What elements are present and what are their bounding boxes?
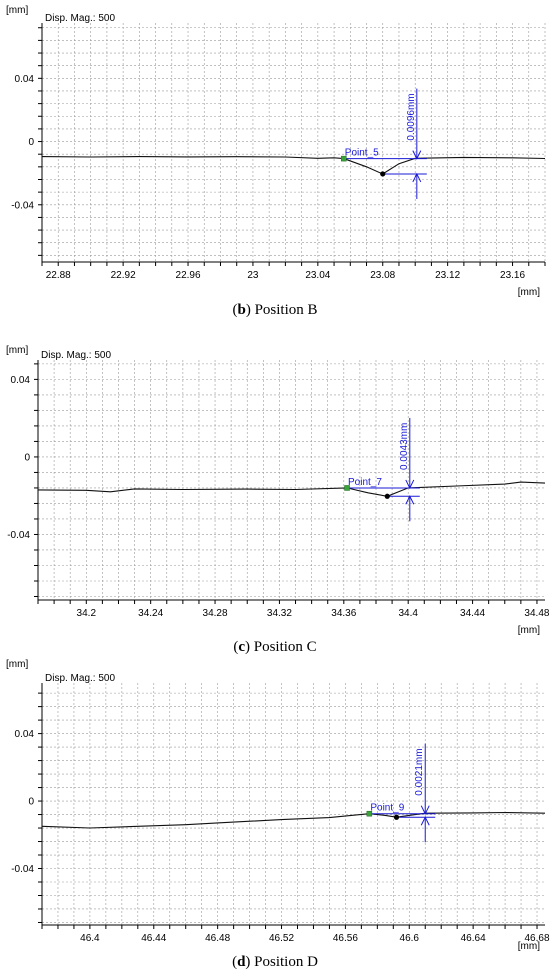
dimension-label: 0.0021mm — [414, 748, 425, 795]
caption-d: (d) Position D — [232, 954, 318, 970]
dimension-arrow-up — [405, 495, 415, 505]
plot-area — [38, 360, 545, 600]
x-tick-label: 23.12 — [435, 270, 460, 281]
caption-text: Position D — [250, 954, 318, 970]
caption-letter: d — [237, 954, 246, 970]
y-tick-label: 0 — [28, 797, 34, 808]
x-tick-label: 34.24 — [138, 608, 163, 619]
x-tick-label: 46.48 — [205, 933, 230, 944]
x-tick-label: 34.44 — [460, 608, 485, 619]
dimension-label: 0.0043mm — [399, 423, 410, 470]
end-point-marker — [380, 171, 386, 177]
dimension-arrow-down — [405, 479, 415, 490]
plot-area — [42, 683, 545, 925]
chart-panel-c: 0.04 0 -0.04 34.2 34.24 34.28 34.32 34.36 34.4 34… — [0, 336, 550, 661]
caption-letter: b — [237, 302, 246, 318]
x-unit-label: [mm] — [518, 625, 540, 636]
dimension-arrow-up — [420, 816, 430, 826]
y-tick-label: -0.04 — [11, 864, 34, 875]
y-tick-label: 0 — [28, 137, 34, 148]
x-tick-label: 23.08 — [370, 270, 395, 281]
y-tick-label: -0.04 — [7, 530, 30, 541]
x-tick-label: 23.16 — [500, 270, 525, 281]
magnification-label: Disp. Mag.: 500 — [45, 673, 115, 684]
plot-area — [42, 23, 545, 262]
profile-series-line — [41, 811, 546, 829]
start-point-marker — [344, 485, 350, 491]
profile-series-line — [41, 156, 546, 175]
caption-c: (c) Position C — [233, 639, 317, 655]
x-tick-label: 46.68 — [525, 933, 550, 944]
x-tick-label: 34.4 — [398, 608, 418, 619]
x-tick-label: 34.2 — [77, 608, 97, 619]
y-unit-label: [mm] — [6, 345, 28, 356]
y-unit-label: [mm] — [6, 659, 28, 670]
x-tick-label: 23.04 — [305, 270, 330, 281]
dimension-label: 0.0096mm — [406, 93, 417, 140]
x-tick-label: 46.56 — [333, 933, 358, 944]
profile-chart-d: 0.04 0 -0.04 46.4 46.44 46.48 46.52 46.56 46.6 46… — [6, 659, 550, 952]
x-tick-label: 34.48 — [524, 608, 549, 619]
end-point-marker — [393, 814, 400, 820]
x-tick-label: 34.36 — [331, 608, 356, 619]
x-tick-label: 46.64 — [461, 933, 486, 944]
x-tick-label: 46.52 — [269, 933, 294, 944]
profile-chart-b: 0.04 0 -0.04 22.88 22.92 22.96 23 23.04 23.08 23.… — [6, 5, 546, 298]
start-point-marker — [366, 810, 373, 817]
dimension-arrow-up — [412, 172, 422, 183]
chart-panel-b: 0.04 0 -0.04 22.88 22.92 22.96 23 23.04 23.08 23.… — [0, 0, 550, 325]
x-unit-label: [mm] — [518, 287, 540, 298]
y-tick-label: 0.04 — [11, 375, 31, 386]
x-tick-label: 23 — [247, 270, 259, 281]
start-point-marker — [341, 155, 347, 162]
magnification-label: Disp. Mag.: 500 — [41, 350, 111, 361]
point-label: Point_9 — [370, 803, 404, 814]
x-tick-label: 34.32 — [267, 608, 292, 619]
y-tick-label: 0.04 — [15, 729, 35, 740]
x-tick-label: 46.4 — [80, 933, 100, 944]
dimension-arrow-down — [420, 805, 430, 815]
caption-letter: c — [238, 639, 245, 655]
y-unit-label: [mm] — [6, 5, 28, 16]
chart-panel-d: 0.04 0 -0.04 46.4 46.44 46.48 46.52 46.56 46.6 46… — [0, 654, 550, 978]
x-unit-label: [mm] — [518, 941, 540, 952]
profile-chart-c: 0.04 0 -0.04 34.2 34.24 34.28 34.32 34.36 34.4 34… — [6, 345, 550, 636]
x-tick-label: 46.6 — [400, 933, 420, 944]
point-label: Point_5 — [345, 148, 379, 159]
x-tick-label: 22.96 — [176, 270, 201, 281]
y-tick-label: 0.04 — [15, 74, 35, 85]
caption-text: Position C — [249, 639, 317, 655]
magnification-label: Disp. Mag.: 500 — [45, 13, 115, 24]
caption-b: (b) Position B — [232, 302, 318, 318]
x-tick-label: 46.44 — [141, 933, 166, 944]
x-tick-label: 22.88 — [46, 270, 71, 281]
x-tick-label: 34.28 — [203, 608, 228, 619]
dimension-arrow-down — [412, 150, 422, 160]
point-label: Point_7 — [348, 477, 382, 488]
y-tick-label: 0 — [24, 452, 30, 463]
caption-text: Position B — [250, 302, 318, 318]
y-tick-label: -0.04 — [11, 200, 34, 211]
x-tick-label: 22.92 — [111, 270, 136, 281]
end-point-marker — [384, 493, 390, 499]
